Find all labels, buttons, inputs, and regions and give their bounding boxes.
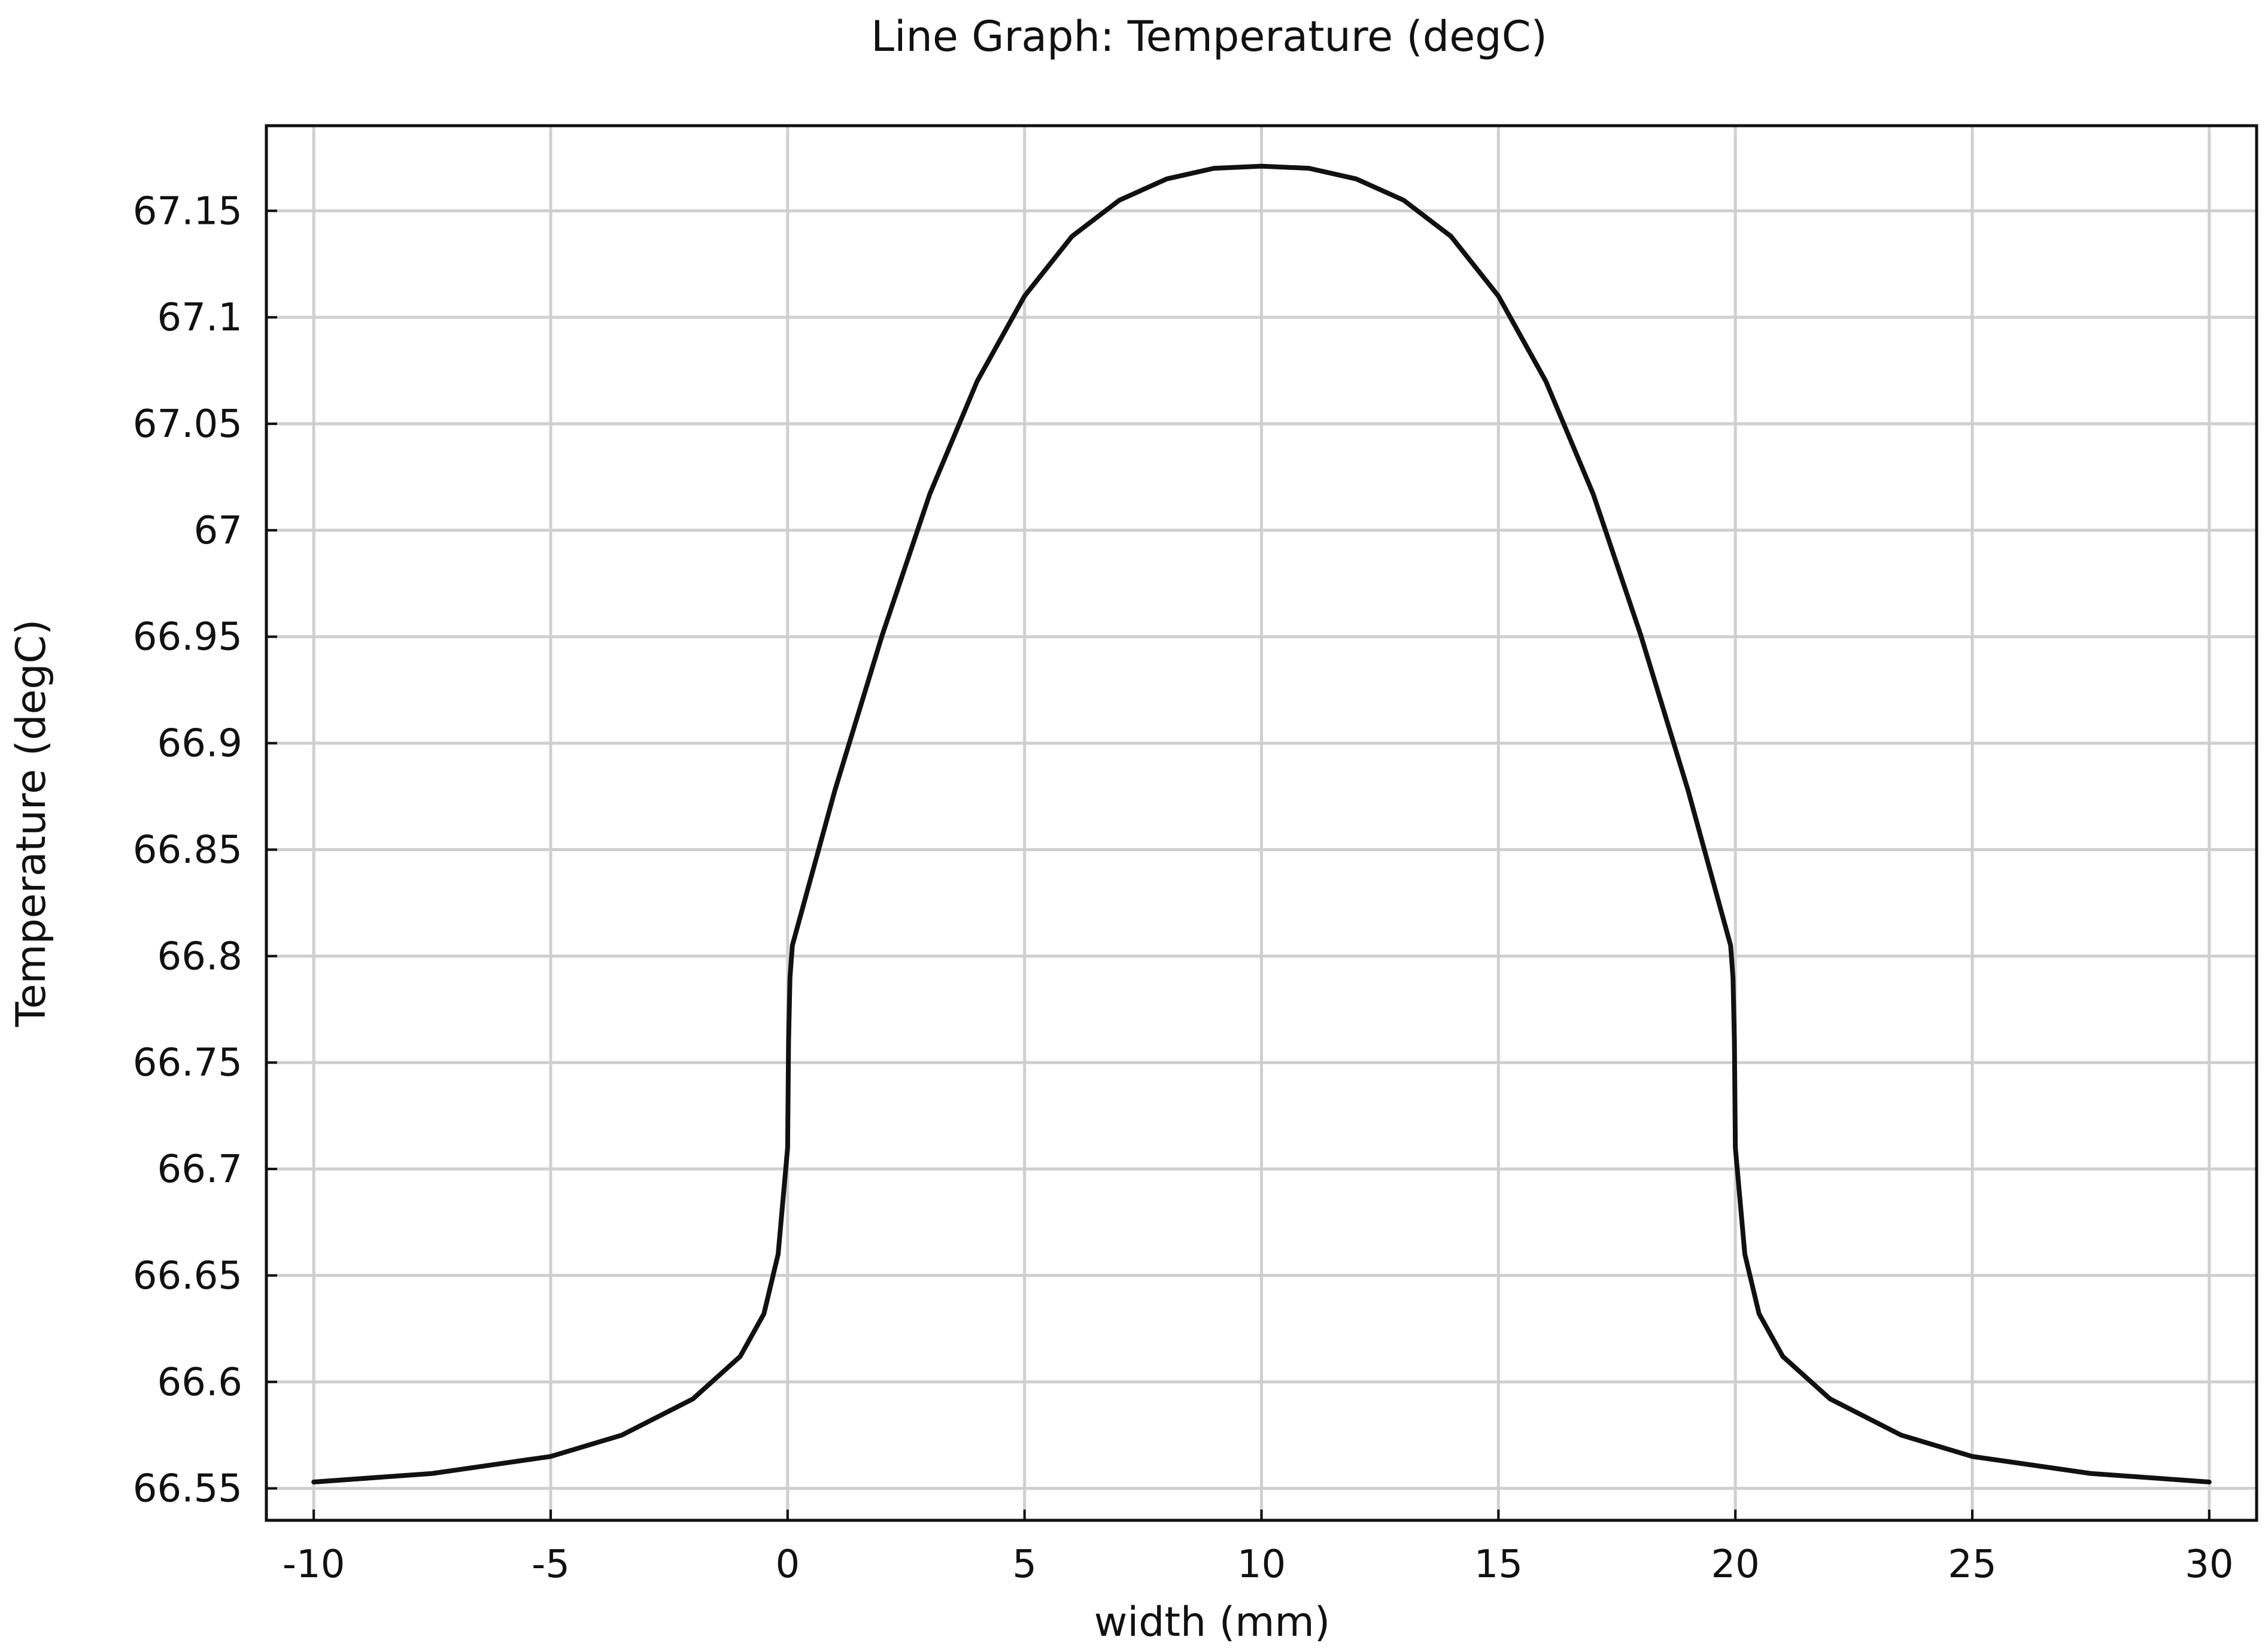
x-tick-label: 25 — [1948, 1542, 1996, 1587]
x-tick-label: -5 — [532, 1542, 570, 1587]
y-tick-label: 67.15 — [133, 189, 242, 233]
x-tick-label: 20 — [1711, 1542, 1759, 1587]
y-tick-label: 66.7 — [157, 1147, 243, 1192]
x-tick-label: 5 — [1012, 1542, 1037, 1587]
x-tick-label: 0 — [775, 1542, 800, 1587]
y-tick-label: 66.95 — [133, 615, 242, 660]
y-axis-tick-labels: 66.55 66.6 66.65 66.7 66.75 66.8 66.85 66.9 66.9… — [133, 189, 242, 1511]
x-tick-label: 15 — [1474, 1542, 1523, 1587]
grid-lines — [266, 126, 2257, 1520]
y-tick-label: 66.9 — [157, 722, 243, 766]
temperature-series-line — [311, 163, 2212, 1484]
y-tick-label: 67.1 — [157, 296, 243, 340]
y-tick-label: 66.75 — [133, 1041, 242, 1085]
y-tick-label: 66.85 — [133, 828, 242, 872]
y-tick-label: 66.8 — [157, 934, 243, 979]
y-tick-label: 67 — [194, 509, 242, 553]
chart-title: Line Graph: Temperature (degC) — [871, 12, 1547, 61]
axis-ticks — [266, 209, 2211, 1520]
x-tick-label: 10 — [1237, 1542, 1286, 1587]
x-axis-tick-labels: -10 -5 0 5 10 15 20 25 30 — [283, 1542, 2234, 1587]
x-tick-label: -10 — [283, 1542, 345, 1587]
y-tick-label: 67.05 — [133, 402, 242, 447]
x-axis-title: width (mm) — [1094, 1599, 1331, 1646]
y-tick-label: 66.65 — [133, 1254, 242, 1298]
y-tick-label: 66.6 — [157, 1361, 243, 1405]
x-tick-label: 30 — [2185, 1542, 2233, 1587]
y-tick-label: 66.55 — [133, 1467, 242, 1511]
y-axis-title: Temperature (degC) — [8, 619, 55, 1027]
